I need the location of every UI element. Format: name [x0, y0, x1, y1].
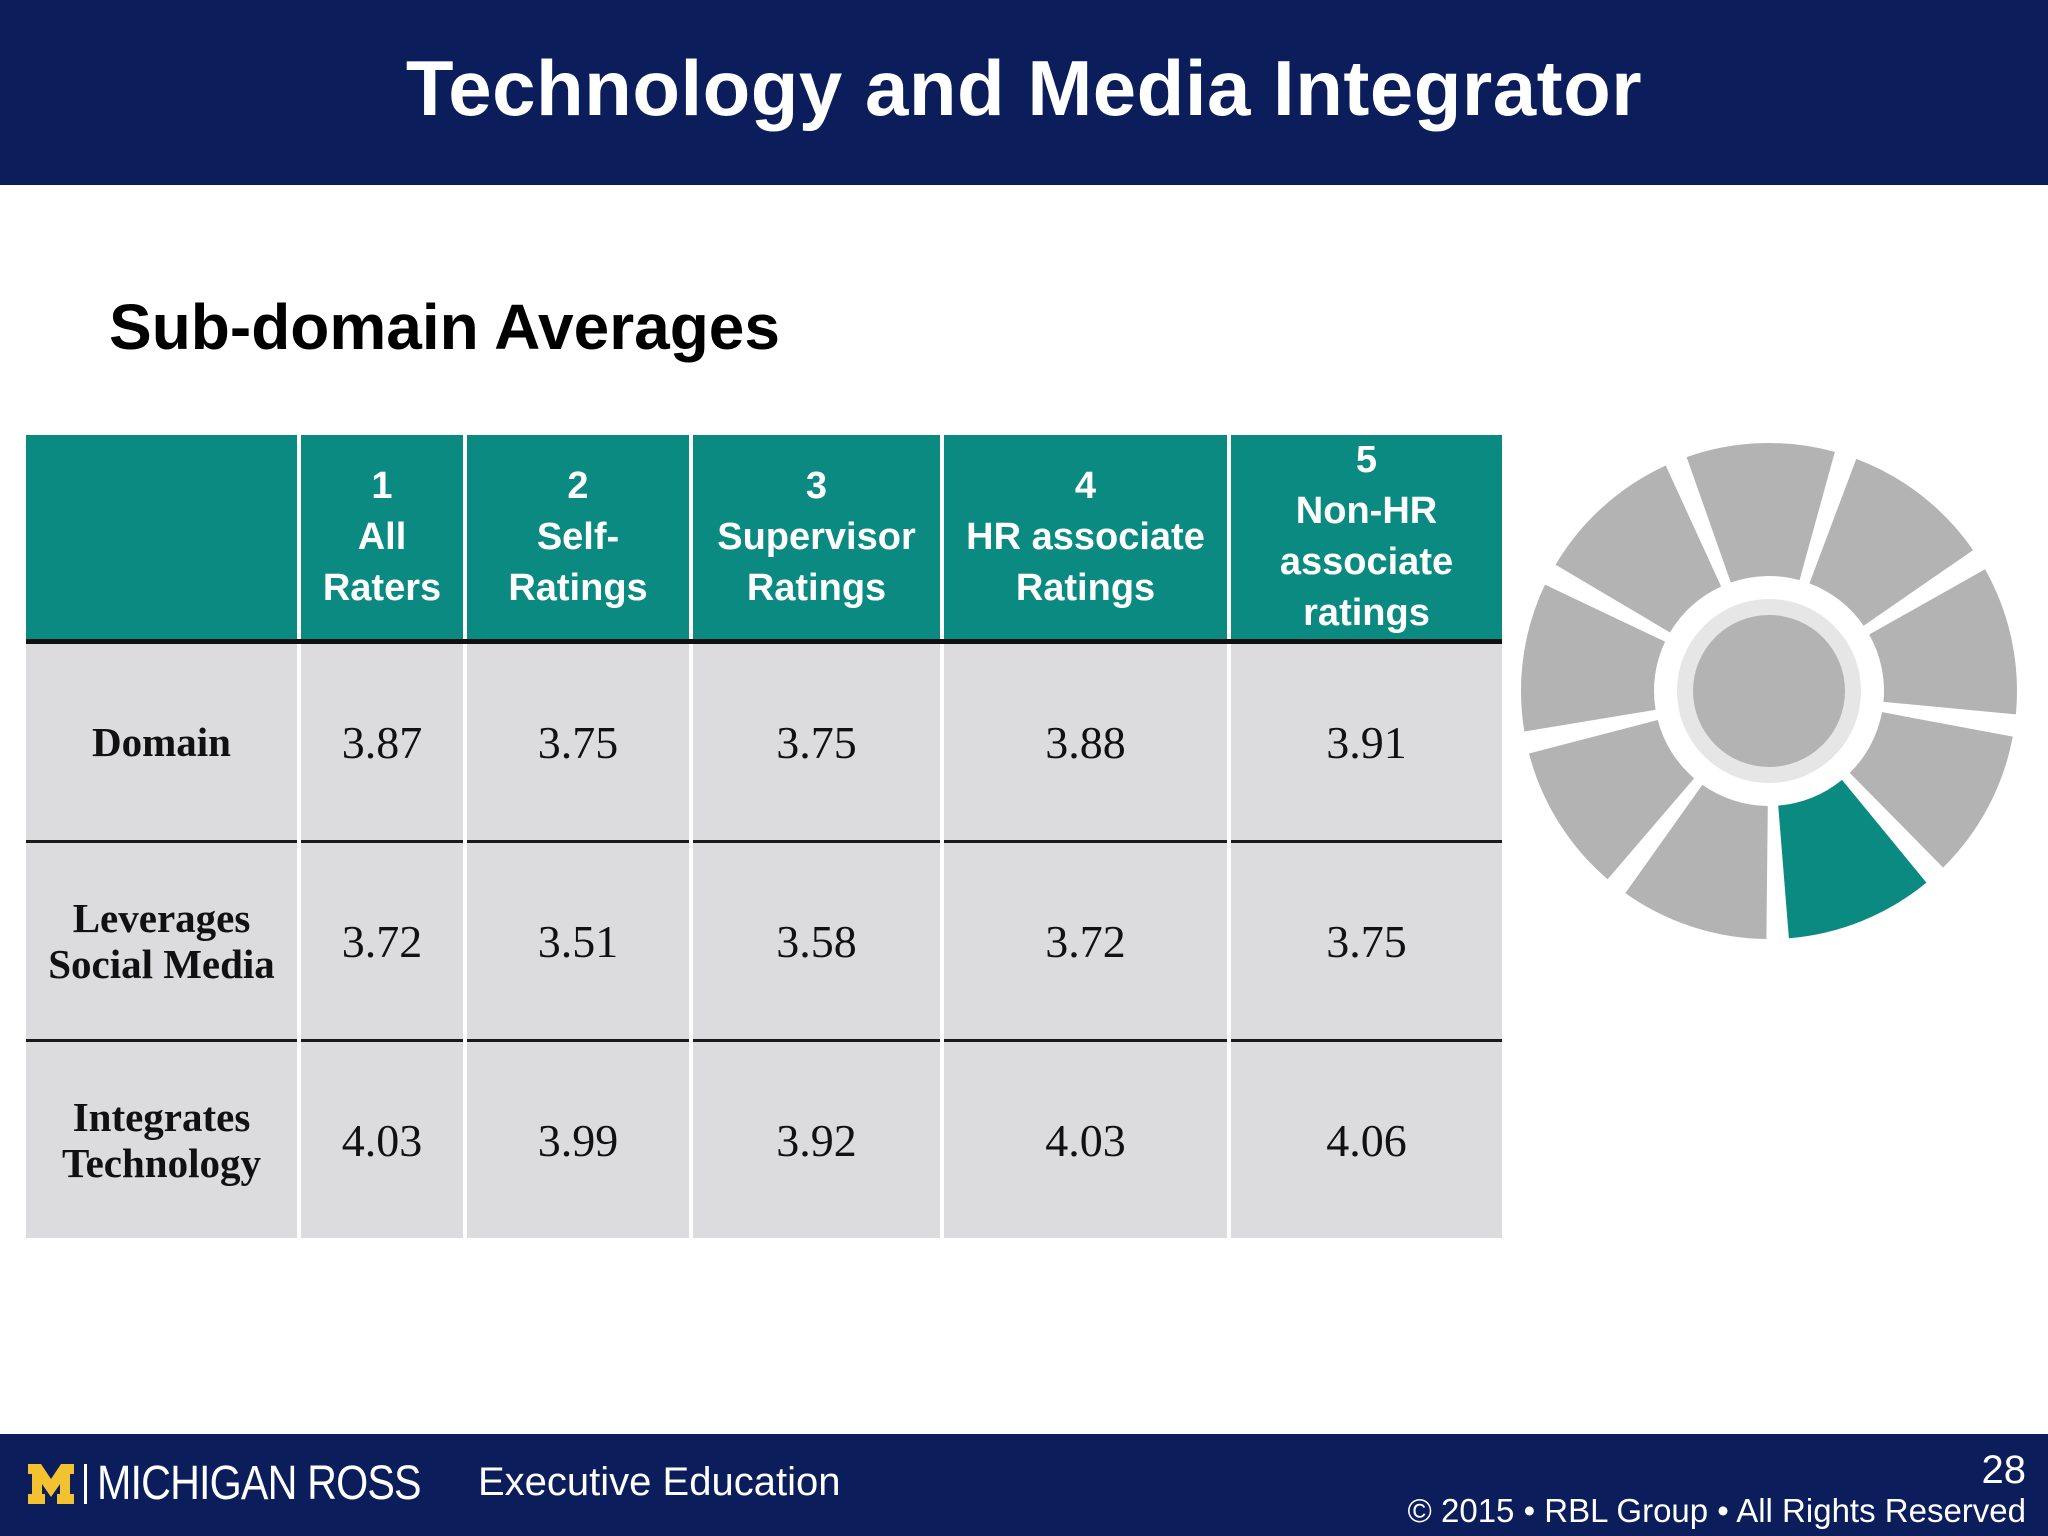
- wheel-segment: [1529, 719, 1695, 880]
- value-cell: 3.75: [689, 641, 942, 843]
- value-cell: 3.75: [1227, 841, 1502, 1042]
- program-name: Executive Education: [478, 1460, 841, 1504]
- header-hr-associate-ratings: 4 HR associate Ratings: [940, 435, 1229, 644]
- value-cell: 3.91: [1227, 641, 1502, 843]
- wheel-center-hub: [1693, 615, 1845, 767]
- value-cell: 3.92: [689, 1040, 942, 1238]
- value-cell: 3.72: [940, 841, 1229, 1042]
- value-cell: 3.99: [463, 1040, 691, 1238]
- logo-divider: [84, 1464, 87, 1504]
- page-number: 28: [1981, 1448, 2027, 1492]
- value-cell: 3.72: [297, 841, 465, 1042]
- wheel-segment: [1809, 458, 1974, 626]
- wheel-segment: [1555, 465, 1722, 633]
- value-cell: 3.75: [463, 641, 691, 843]
- value-cell: 3.58: [689, 841, 942, 1042]
- wheel-segment: [1520, 584, 1666, 732]
- wheel-segment: [1686, 442, 1835, 583]
- title-bar: Technology and Media Integrator: [0, 0, 2048, 185]
- row-label-leverages-social-media: Leverages Social Media: [26, 841, 299, 1042]
- value-cell: 4.03: [297, 1040, 465, 1238]
- wheel-segment: [1849, 712, 2013, 868]
- table-header-row: 1 All Raters 2 Self- Ratings 3 Superviso…: [26, 435, 1502, 644]
- row-label-integrates-technology: Integrates Technology: [26, 1040, 299, 1238]
- copyright-notice: © 2015 • RBL Group • All Rights Reserved: [1407, 1492, 2027, 1529]
- value-cell: 3.51: [463, 841, 691, 1042]
- header-all-raters: 1 All Raters: [297, 435, 465, 644]
- header-supervisor-ratings: 3 Supervisor Ratings: [689, 435, 942, 644]
- value-cell: 3.87: [297, 641, 465, 843]
- section-subtitle: Sub-domain Averages: [109, 291, 780, 363]
- wheel-segment-highlighted: [1778, 779, 1927, 939]
- table-row: Leverages Social Media 3.72 3.51 3.58 3.…: [26, 841, 1502, 1042]
- ratings-table: 1 All Raters 2 Self- Ratings 3 Superviso…: [26, 435, 1502, 1238]
- table-row: Domain 3.87 3.75 3.75 3.88 3.91: [26, 641, 1502, 843]
- value-cell: 4.03: [940, 1040, 1229, 1238]
- brand-name: MICHIGAN ROSS: [97, 1457, 422, 1510]
- header-blank-cell: [26, 435, 299, 644]
- table-row: Integrates Technology 4.03 3.99 3.92 4.0…: [26, 1040, 1502, 1238]
- row-label-domain: Domain: [26, 641, 299, 843]
- header-non-hr-associate-ratings: 5 Non-HR associate ratings: [1227, 435, 1502, 644]
- michigan-block-m-icon: [28, 1464, 74, 1504]
- competency-wheel-diagram: [1520, 442, 2018, 939]
- value-cell: 4.06: [1227, 1040, 1502, 1238]
- header-self-ratings: 2 Self- Ratings: [463, 435, 691, 644]
- footer-bar: MICHIGAN ROSS Executive Education 28 © 2…: [0, 1434, 2048, 1536]
- value-cell: 3.88: [940, 641, 1229, 843]
- wheel-segment: [1625, 784, 1768, 939]
- wheel-segment: [1869, 569, 2018, 715]
- slide-title: Technology and Media Integrator: [405, 44, 1643, 132]
